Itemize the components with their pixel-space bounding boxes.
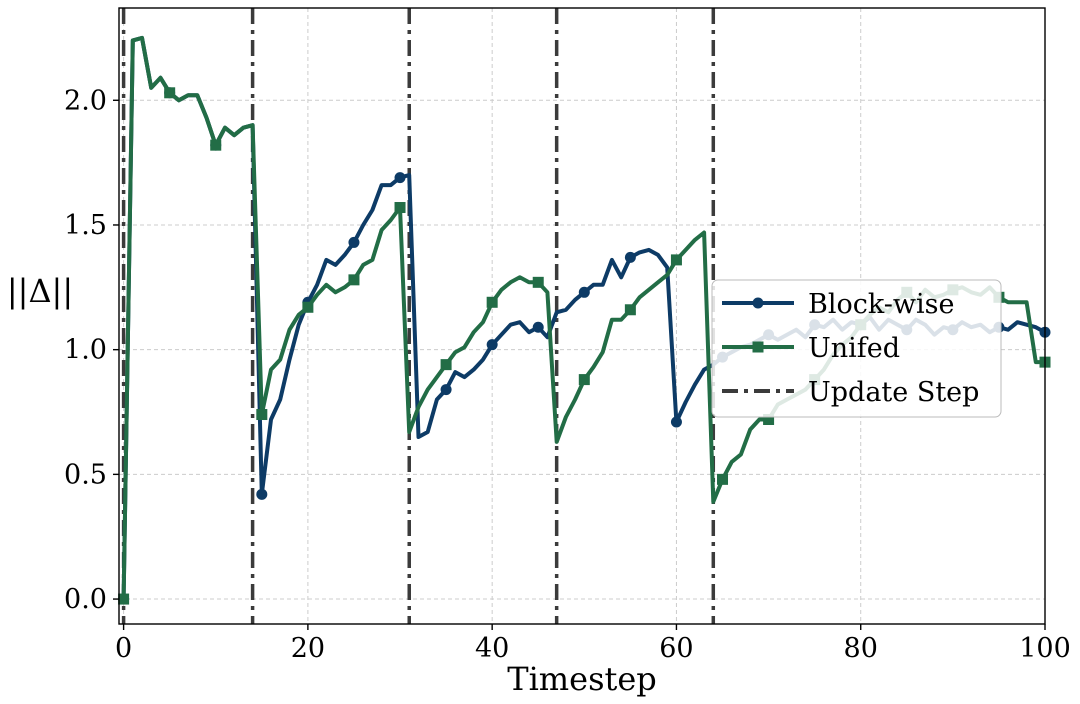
x-tick-label: 40 [475, 633, 509, 664]
point-unifed [486, 296, 498, 308]
x-axis-label: Timestep [507, 660, 657, 698]
point-block-wise [440, 384, 452, 396]
x-tick-label: 20 [291, 633, 325, 664]
point-block-wise [348, 236, 360, 248]
point-unifed [394, 202, 406, 214]
point-block-wise [486, 339, 498, 351]
x-tick-label: 80 [844, 633, 878, 664]
x-tick-label: 100 [1019, 633, 1071, 664]
point-block-wise [394, 172, 406, 184]
y-tick-label: 1.5 [64, 210, 107, 241]
legend-marker-block-wise [752, 297, 764, 309]
point-block-wise [532, 321, 544, 333]
point-block-wise [624, 251, 636, 263]
y-tick-label: 0.0 [64, 584, 107, 615]
point-block-wise [578, 286, 590, 298]
legend-marker-unifed [752, 341, 764, 353]
point-unifed [670, 254, 682, 266]
axis-ticks: 0 20 40 60 80 100 0.0 0.5 1.0 1.5 2.0 [64, 85, 1071, 664]
point-unifed [440, 359, 452, 371]
legend-label-update-step: Update Step [808, 377, 979, 408]
x-tick-label: 60 [659, 633, 693, 664]
x-tick-label: 0 [115, 633, 132, 664]
legend-box [711, 279, 1002, 418]
point-unifed [624, 304, 636, 316]
point-unifed [348, 274, 360, 286]
point-unifed [763, 413, 775, 425]
y-tick-label: 0.5 [64, 459, 107, 490]
point-block-wise [670, 416, 682, 428]
point-block-wise [256, 488, 268, 500]
legend-label-block-wise: Block-wise [808, 289, 954, 320]
point-unifed [256, 409, 268, 421]
point-unifed [717, 473, 729, 485]
legend-label-unifed: Unifed [808, 333, 900, 364]
y-axis-label: ||Δ|| [7, 272, 73, 310]
point-unifed [302, 301, 314, 313]
y-tick-label: 1.0 [64, 335, 107, 366]
point-unifed [210, 139, 222, 151]
point-unifed [532, 276, 544, 288]
plot-frame [118, 7, 1046, 625]
y-tick-label: 2.0 [64, 85, 107, 116]
legend: Block-wise Unifed Update Step [711, 279, 1002, 418]
point-unifed [164, 87, 176, 99]
point-unifed [578, 374, 590, 386]
point-unifed [118, 593, 130, 605]
